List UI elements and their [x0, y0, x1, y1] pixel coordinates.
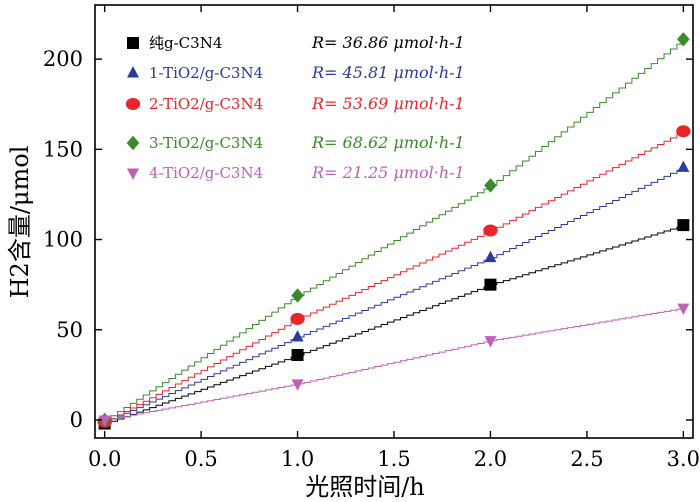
data-point-s2 [291, 330, 304, 342]
legend-marker-4 [126, 135, 140, 151]
legend-marker-1 [127, 37, 139, 49]
legend-marker-3 [125, 98, 141, 110]
legend-label-1: 纯g-C3N4 [149, 34, 222, 52]
fit-line-3 [104, 131, 684, 423]
data-markers [97, 32, 691, 430]
legend-label-5: 4-TiO2/g-C3N4 [149, 164, 263, 182]
data-point-s5 [291, 379, 304, 391]
legend-rate-1: R= 36.86 μmol·h-1 [311, 33, 465, 52]
data-point-s5 [484, 336, 497, 348]
fit-lines [104, 39, 684, 425]
y-tick-label: 50 [56, 318, 83, 342]
data-point-s2 [677, 160, 690, 172]
data-point-s3 [676, 125, 691, 138]
legend-rate-2: R= 45.81 μmol·h-1 [311, 63, 465, 82]
fit-line-2 [104, 167, 684, 423]
data-point-s1 [484, 278, 497, 291]
data-point-s5 [98, 415, 111, 427]
x-tick-label: 3.0 [667, 447, 700, 471]
x-tick-label: 1.0 [281, 447, 314, 471]
fit-line-4 [104, 39, 684, 421]
legend-rate-5: R= 21.25 μmol·h-1 [311, 163, 465, 182]
x-tick-label: 0.5 [184, 447, 217, 471]
x-tick-label: 2.5 [570, 447, 603, 471]
legend-marker-2 [127, 66, 139, 78]
x-axis-label: 光照时间/h [305, 473, 425, 501]
data-point-s3 [290, 312, 305, 325]
x-tick-label: 2.0 [474, 447, 507, 471]
legend-rate-4: R= 68.62 μmol·h-1 [311, 133, 465, 152]
data-point-s3 [483, 224, 498, 237]
legend-label-2: 1-TiO2/g-C3N4 [149, 64, 263, 82]
data-point-s4 [291, 288, 304, 303]
y-axis-label: H2含量/μmol [6, 146, 34, 299]
data-point-s1 [291, 349, 304, 362]
data-point-s4 [677, 32, 690, 47]
fit-line-1 [104, 225, 684, 425]
legend: 纯g-C3N4 R= 36.86 μmol·h-1 1-TiO2/g-C3N4 R= … [125, 33, 465, 182]
legend-rate-3: R= 53.69 μmol·h-1 [311, 94, 465, 113]
y-tick-label: 150 [43, 137, 83, 161]
y-tick-label: 100 [43, 228, 83, 252]
axis-ticks: 0.0 0.5 1.0 1.5 2.0 2.5 3.0 0 50 100 150 200 [43, 5, 700, 471]
legend-marker-5 [127, 168, 139, 180]
legend-label-4: 3-TiO2/g-C3N4 [149, 134, 263, 152]
x-tick-label: 0.0 [88, 447, 121, 471]
data-point-s2 [484, 250, 497, 263]
x-tick-label: 1.5 [377, 447, 410, 471]
y-tick-label: 0 [70, 408, 83, 432]
y-tick-label: 200 [43, 47, 83, 71]
data-point-s5 [677, 303, 690, 315]
data-point-s4 [484, 178, 497, 193]
legend-label-3: 2-TiO2/g-C3N4 [149, 95, 263, 113]
data-point-s1 [677, 219, 690, 232]
fit-line-5 [104, 308, 684, 421]
